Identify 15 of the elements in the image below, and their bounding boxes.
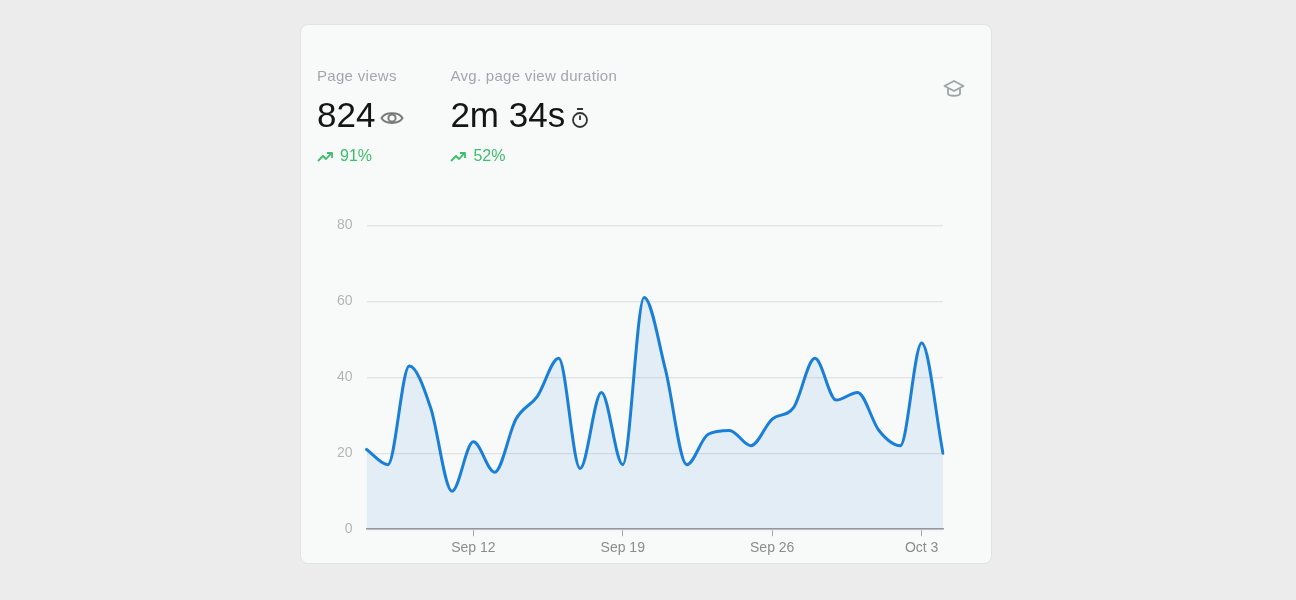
y-tick-label: 20 (336, 444, 353, 461)
text: 824 (317, 95, 376, 135)
y-tick-label: 0 (344, 520, 353, 537)
x-tick-label: Sep 12 (451, 539, 496, 556)
x-tick-label: Sep 19 (600, 539, 646, 556)
text: 52% (473, 147, 506, 165)
x-tick-label: Oct 3 (904, 539, 939, 556)
y-tick-label: 40 (336, 368, 353, 385)
text: 2m 34s (450, 95, 566, 135)
y-tick-label: 80 (336, 216, 353, 233)
text: 91% (340, 147, 373, 165)
text: Avg. page view duration (450, 67, 618, 85)
y-tick-label: 60 (336, 292, 353, 309)
x-tick-label: Sep 26 (750, 539, 795, 556)
text: Page views (317, 67, 398, 85)
